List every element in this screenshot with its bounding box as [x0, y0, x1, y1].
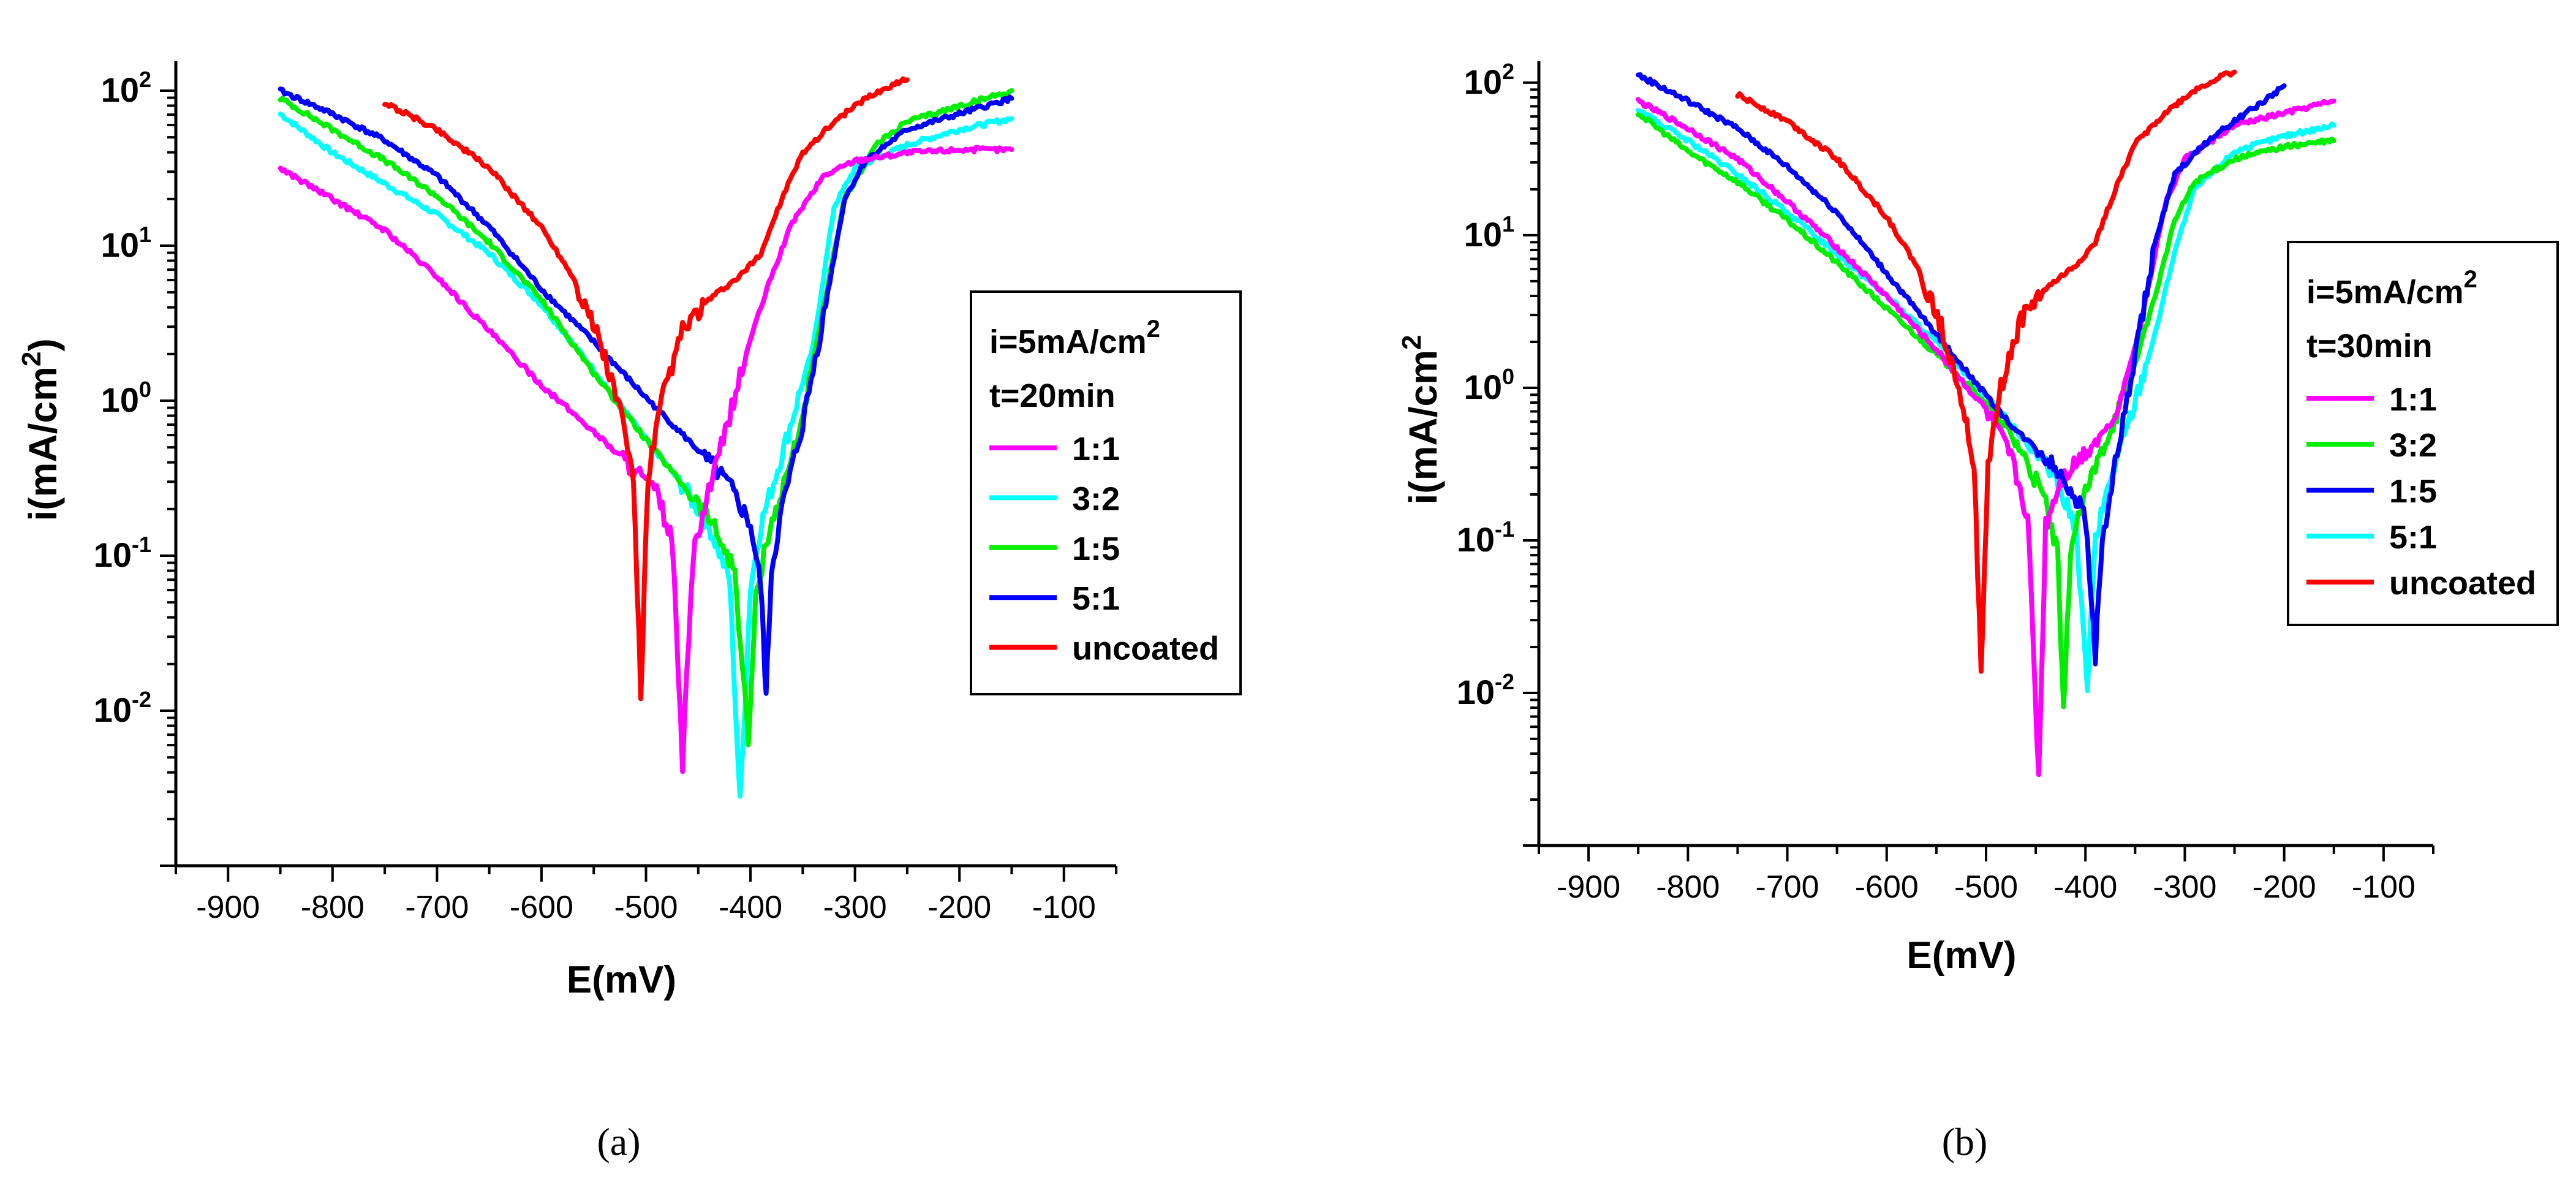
x-tick-label: -800 [301, 890, 364, 925]
legend-title: i=5mA/cm2 [2306, 266, 2477, 311]
y-tick-label: 101 [101, 222, 151, 264]
x-axis-label: E(mV) [567, 959, 676, 1001]
legend-subtitle: t=30min [2306, 328, 2433, 365]
legend-entry-label: 1:1 [2389, 381, 2437, 418]
series-line-1-1 [1636, 97, 2336, 777]
y-tick-label: 100 [101, 377, 151, 419]
series-line-5-1 [278, 86, 1014, 696]
x-tick-label: -300 [2153, 869, 2216, 905]
x-tick-label: -100 [2352, 869, 2415, 905]
x-tick-label: -700 [405, 890, 469, 925]
x-tick-label: -300 [823, 890, 887, 925]
legend-entry-label: 5:1 [1072, 580, 1120, 617]
legend-entry-label: 5:1 [2389, 519, 2437, 556]
series-line-3-2 [1636, 112, 2336, 709]
panel-label: (a) [597, 1120, 640, 1163]
x-tick-label: -500 [614, 890, 678, 925]
y-tick-label: 10-1 [1457, 516, 1514, 559]
x-tick-label: -900 [196, 890, 260, 925]
y-tick-label: 10-1 [94, 532, 151, 574]
y-tick-label: 101 [1464, 211, 1514, 254]
legend-entry-label: 1:1 [1072, 431, 1120, 467]
series-line-uncoated [1735, 69, 2237, 674]
chart-panel-b: -900 -800 -700 -600 -500 -400 -300 -200 -100 102 1… [1397, 59, 2559, 1163]
x-tick-label: -500 [1954, 869, 2018, 905]
x-tick-label: -600 [510, 890, 573, 925]
legend-entry-label: 3:2 [1072, 480, 1120, 517]
legend-entry-label: 3:2 [2389, 427, 2437, 464]
panel-label: (b) [1942, 1120, 1988, 1163]
x-tick-label: -200 [927, 890, 991, 925]
x-tick-label: -400 [2053, 869, 2117, 905]
legend: i=5mA/cm2 t=20min 1:1 3:2 1:5 5:1 uncoated [970, 290, 1242, 695]
y-tick-label: 100 [1464, 364, 1514, 406]
y-tick-label: 102 [101, 67, 151, 109]
series-line-1-1 [278, 145, 1014, 774]
x-tick-label: -600 [1855, 869, 1919, 905]
y-axis-label: i(mA/cm2 [1397, 335, 1445, 505]
legend-entry-label: uncoated [1072, 630, 1219, 667]
series-line-1-5 [278, 88, 1014, 747]
series-line-3-2 [278, 112, 1014, 799]
x-tick-label: -200 [2253, 869, 2316, 905]
y-tick-label: 10-2 [94, 687, 151, 729]
y-tick-label: 102 [1464, 59, 1514, 101]
x-tick-label: -400 [719, 890, 782, 925]
legend-entry-label: 1:5 [1072, 531, 1120, 567]
legend-entry-label: uncoated [2389, 565, 2536, 602]
y-axis-label: i(mA/cm2) [17, 338, 65, 521]
legend-box [2287, 241, 2559, 626]
legend-box [970, 290, 1242, 695]
x-tick-label: -100 [1032, 890, 1096, 925]
chart-panel-a: -900 -800 -700 -600 -500 -400 -300 -200 -100 102 1… [17, 61, 1242, 1163]
y-tick-label: 10-2 [1457, 669, 1514, 711]
x-tick-label: -900 [1557, 869, 1620, 905]
series-line-1-5 [1636, 72, 2287, 667]
legend-entry-label: 1:5 [2389, 473, 2437, 510]
x-tick-label: -700 [1756, 869, 1819, 905]
legend-subtitle: t=20min [989, 377, 1116, 414]
x-tick-label: -800 [1656, 869, 1720, 905]
x-axis-label: E(mV) [1906, 934, 2016, 977]
legend: i=5mA/cm2 t=30min 1:1 3:2 1:5 5:1 uncoated [2287, 241, 2559, 626]
series-line-uncoated [382, 76, 910, 702]
legend-title: i=5mA/cm2 [989, 316, 1160, 360]
